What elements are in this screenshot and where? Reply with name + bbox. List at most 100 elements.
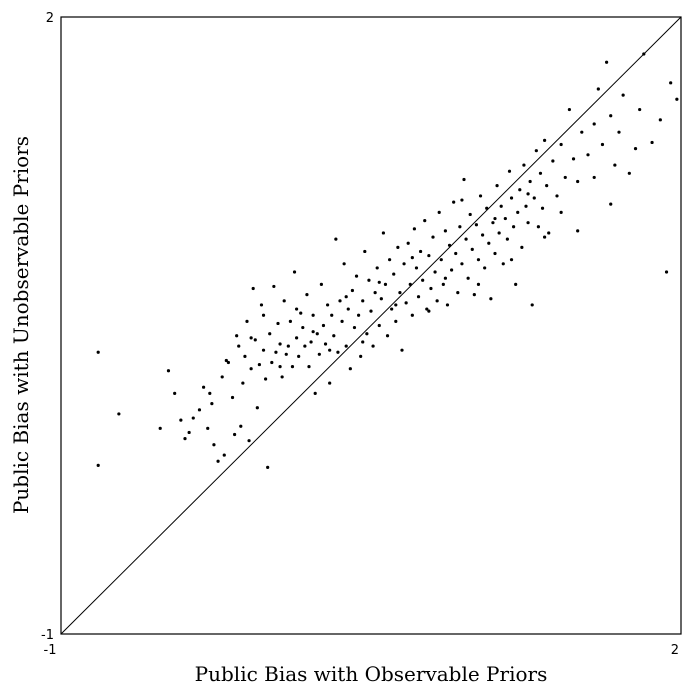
- data-point: [272, 284, 276, 289]
- data-point: [454, 251, 458, 256]
- data-point: [433, 270, 437, 274]
- data-point: [183, 437, 187, 441]
- data-point: [247, 439, 251, 443]
- data-point: [545, 184, 549, 188]
- data-point: [278, 365, 282, 369]
- data-point: [319, 282, 323, 286]
- data-point: [543, 235, 547, 239]
- data-point: [481, 233, 485, 237]
- data-point: [357, 313, 361, 317]
- data-point: [282, 299, 286, 303]
- data-point: [543, 138, 547, 142]
- data-point: [495, 184, 499, 188]
- data-point: [245, 319, 249, 323]
- x-axis-label: Public Bias with Observable Priors: [195, 662, 548, 686]
- data-point: [311, 330, 315, 334]
- data-point: [429, 286, 433, 291]
- data-point: [371, 344, 375, 348]
- data-point: [404, 301, 408, 305]
- data-point: [375, 266, 379, 270]
- data-point: [166, 369, 171, 373]
- data-point: [410, 256, 414, 260]
- data-point: [313, 391, 317, 395]
- data-point: [460, 198, 464, 202]
- data-point: [509, 258, 514, 262]
- data-point: [315, 332, 319, 336]
- data-point: [462, 177, 466, 182]
- data-point: [627, 171, 631, 175]
- data-point: [354, 274, 359, 278]
- data-point: [650, 140, 654, 145]
- data-point: [518, 188, 522, 192]
- data-point: [173, 391, 177, 395]
- data-point: [278, 342, 282, 346]
- data-point: [466, 276, 470, 280]
- data-point: [540, 206, 545, 210]
- data-point: [117, 412, 121, 416]
- data-point: [509, 196, 514, 200]
- data-point: [559, 210, 563, 214]
- data-point: [410, 313, 414, 317]
- data-point: [526, 192, 530, 196]
- data-point: [491, 221, 495, 225]
- data-point: [532, 196, 536, 200]
- data-point: [520, 245, 524, 249]
- data-point: [251, 286, 255, 291]
- data-point: [555, 194, 559, 198]
- data-point: [286, 344, 290, 348]
- data-point: [439, 258, 443, 262]
- data-point: [261, 348, 266, 352]
- data-point: [96, 350, 100, 354]
- data-point: [478, 194, 483, 198]
- data-point: [423, 219, 427, 223]
- data-point: [487, 241, 491, 245]
- data-point: [191, 416, 195, 420]
- data-point: [501, 262, 505, 266]
- data-point: [567, 107, 572, 112]
- data-point: [224, 358, 228, 363]
- data-point: [220, 375, 224, 379]
- y-tick-top: 2: [46, 11, 54, 26]
- data-point: [503, 216, 507, 221]
- data-point: [363, 249, 367, 254]
- data-point: [268, 332, 272, 336]
- data-point: [592, 175, 596, 180]
- data-point: [361, 340, 365, 344]
- data-point: [344, 344, 348, 348]
- data-point: [323, 342, 328, 346]
- data-point: [237, 344, 241, 348]
- data-point: [305, 293, 309, 297]
- data-point: [348, 367, 352, 371]
- data-point: [511, 225, 516, 229]
- data-point: [381, 231, 385, 235]
- data-point: [524, 204, 528, 208]
- data-point: [396, 245, 400, 249]
- data-point: [373, 290, 377, 295]
- data-point: [402, 262, 406, 266]
- data-point: [239, 424, 243, 428]
- data-point: [425, 307, 429, 311]
- data-point: [427, 253, 431, 258]
- data-point: [576, 179, 580, 184]
- data-point: [230, 395, 235, 400]
- x-tick-left: -1: [44, 643, 57, 658]
- y-axis-label: Public Bias with Unobservable Priors: [9, 136, 33, 514]
- data-point: [336, 350, 340, 354]
- data-point: [297, 354, 301, 358]
- data-point: [274, 350, 278, 354]
- data-point: [563, 175, 567, 180]
- data-point: [489, 297, 493, 301]
- data-point: [427, 309, 431, 313]
- data-point: [586, 153, 590, 157]
- data-point: [257, 362, 261, 367]
- data-point: [571, 157, 576, 161]
- data-point: [235, 334, 239, 338]
- data-point: [534, 149, 538, 153]
- data-point: [359, 354, 363, 358]
- data-point: [507, 169, 512, 173]
- data-point: [332, 334, 336, 338]
- reference-diagonal-line: [60, 16, 682, 635]
- data-point: [377, 280, 381, 284]
- data-point: [474, 223, 478, 227]
